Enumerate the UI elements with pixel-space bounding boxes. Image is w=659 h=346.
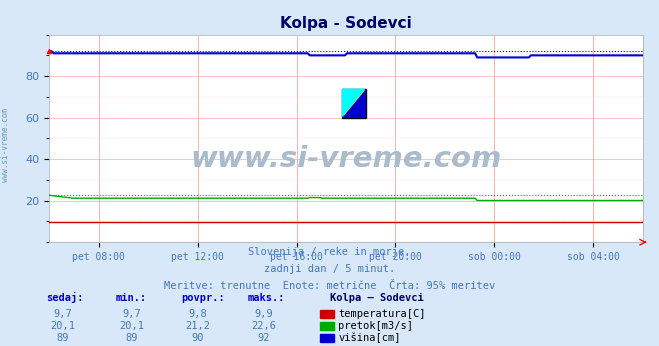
Title: Kolpa - Sodevci: Kolpa - Sodevci xyxy=(280,16,412,31)
Text: 9,7: 9,7 xyxy=(53,309,72,319)
Text: 9,7: 9,7 xyxy=(123,309,141,319)
Text: zadnji dan / 5 minut.: zadnji dan / 5 minut. xyxy=(264,264,395,274)
Text: 89: 89 xyxy=(126,333,138,343)
Text: 90: 90 xyxy=(192,333,204,343)
Text: min.:: min.: xyxy=(115,293,146,303)
Text: 20,1: 20,1 xyxy=(50,321,75,331)
Text: 21,2: 21,2 xyxy=(185,321,210,331)
Text: www.si-vreme.com: www.si-vreme.com xyxy=(1,108,10,182)
Polygon shape xyxy=(342,89,366,118)
Text: 92: 92 xyxy=(258,333,270,343)
Text: www.si-vreme.com: www.si-vreme.com xyxy=(190,145,501,173)
Text: Kolpa – Sodevci: Kolpa – Sodevci xyxy=(330,293,423,303)
Text: Slovenija / reke in morje.: Slovenija / reke in morje. xyxy=(248,247,411,257)
Text: temperatura[C]: temperatura[C] xyxy=(338,309,426,319)
Text: 22,6: 22,6 xyxy=(251,321,276,331)
Text: 20,1: 20,1 xyxy=(119,321,144,331)
Text: maks.:: maks.: xyxy=(247,293,285,303)
FancyBboxPatch shape xyxy=(342,89,366,118)
Text: sedaj:: sedaj: xyxy=(46,292,84,303)
Text: povpr.:: povpr.: xyxy=(181,293,225,303)
Text: Meritve: trenutne  Enote: metrične  Črta: 95% meritev: Meritve: trenutne Enote: metrične Črta: … xyxy=(164,281,495,291)
Text: 89: 89 xyxy=(57,333,69,343)
Text: 9,9: 9,9 xyxy=(254,309,273,319)
Polygon shape xyxy=(342,89,366,118)
Text: višina[cm]: višina[cm] xyxy=(338,333,401,343)
Text: 9,8: 9,8 xyxy=(188,309,207,319)
Text: pretok[m3/s]: pretok[m3/s] xyxy=(338,321,413,331)
